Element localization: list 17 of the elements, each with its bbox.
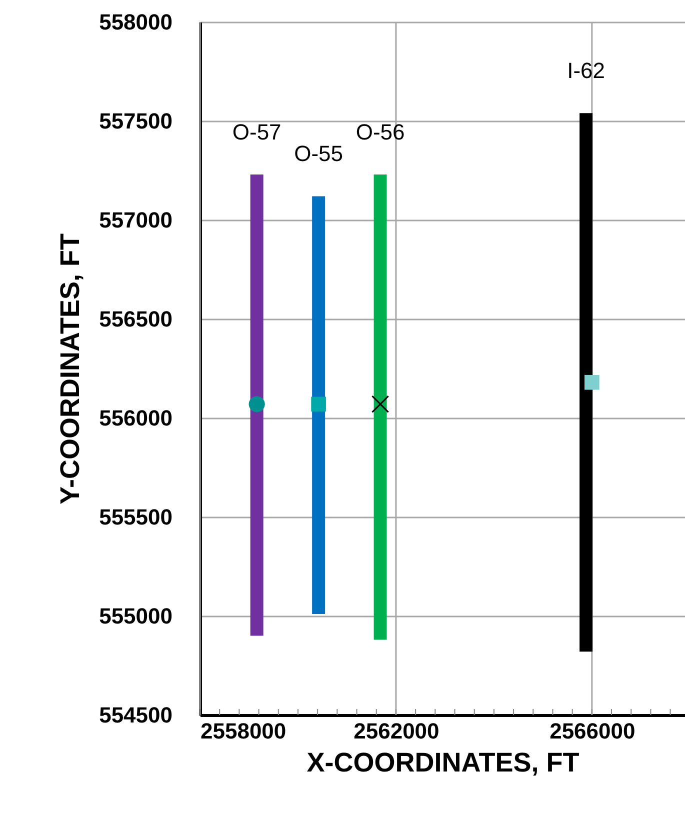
y-tick-label: 558000 <box>99 10 172 34</box>
y-tick-label: 554500 <box>99 702 172 728</box>
y-tick-label: 556500 <box>99 306 172 332</box>
series-label: O-55 <box>294 141 344 166</box>
y-tick-label: 557500 <box>99 108 172 134</box>
x-tick-label: 2558000 <box>200 718 286 744</box>
y-tick-label: 557000 <box>99 208 172 232</box>
series-label: O-56 <box>356 119 405 144</box>
x-tick-label: 2562000 <box>354 718 440 744</box>
x-tick-label: 2566000 <box>550 718 636 744</box>
y-tick-label: 556000 <box>99 406 172 430</box>
x-axis-title: X-COORDINATES, FT <box>306 748 580 778</box>
series-label: O-57 <box>232 119 282 144</box>
y-axis-title: Y-COORDINATES, FT <box>55 233 86 505</box>
y-tick-label: 555500 <box>99 504 172 530</box>
y-tick-label: 555000 <box>99 604 172 628</box>
series-label: I-62 <box>567 58 605 84</box>
